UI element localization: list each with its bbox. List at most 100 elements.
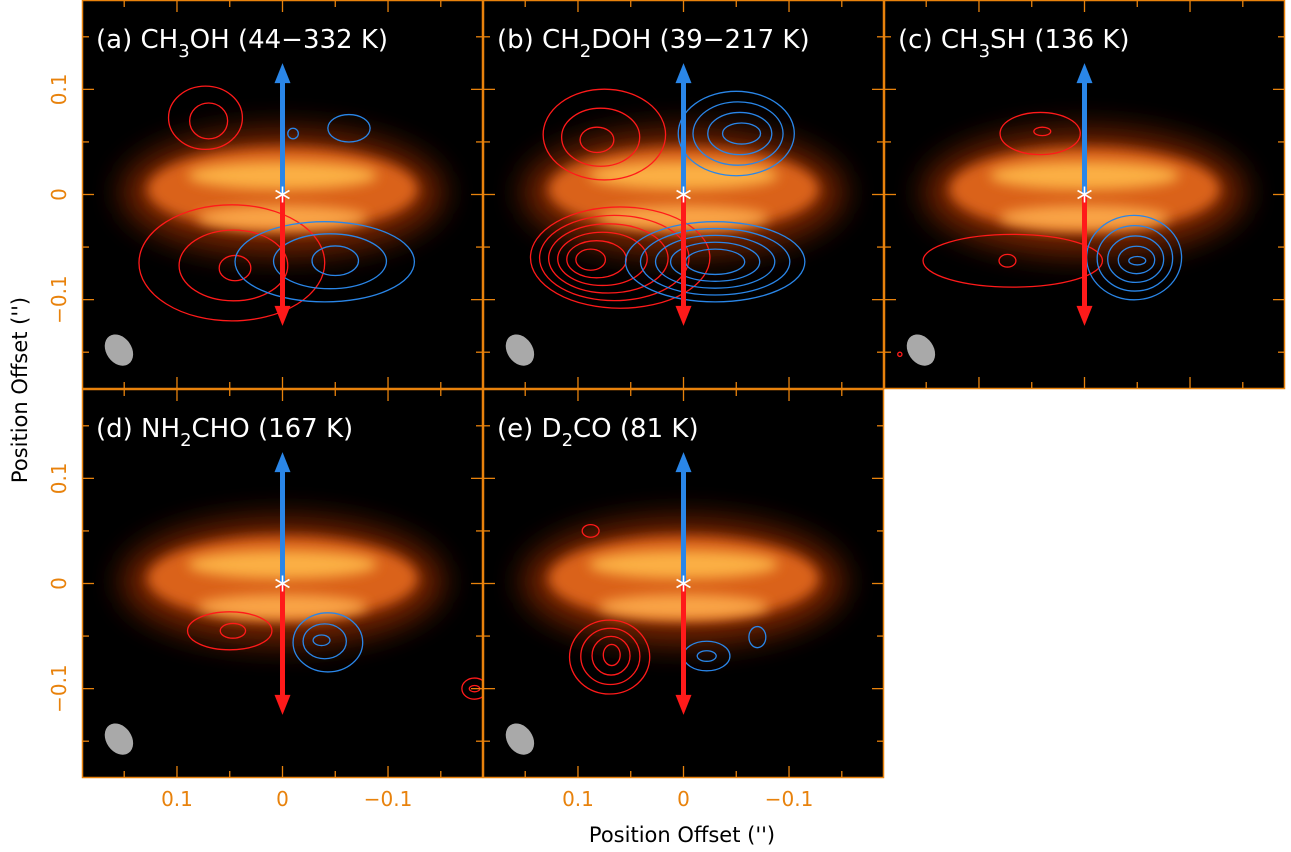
y-tick-label: 0.1 <box>47 73 71 105</box>
blue-contour-2-level-1 <box>696 650 717 662</box>
redshifted-arrow-head <box>675 694 692 715</box>
panel-image-a <box>82 0 483 389</box>
blueshifted-arrow-head <box>1076 63 1093 84</box>
red-contour-0-level-1 <box>188 102 229 140</box>
panel-e: (e) D2CO (81 K) 0.1 0 −0.1 <box>482 388 885 811</box>
red-contour-1-level-0 <box>568 619 651 695</box>
red-contour-1-level-2 <box>218 254 252 282</box>
red-contour-0-level-2 <box>579 126 615 154</box>
outflow-arrows <box>675 63 692 326</box>
blueshifted-arrow-head <box>675 63 692 84</box>
panel-title-e: (e) D2CO (81 K) <box>497 414 699 451</box>
panels: (a) CH3OH (44−332 K) 0.1 0 −0.1 (b) CH2DOH (… <box>47 0 1286 811</box>
x-tick-label: 0.1 <box>562 787 594 811</box>
red-contour-1-level-1 <box>538 214 690 302</box>
x-axis-label: Position Offset ('') <box>589 823 775 847</box>
blue-contour-2-level-0 <box>677 90 795 177</box>
outflow-arrows <box>1076 63 1093 326</box>
blue-contour-2-level-1 <box>1096 225 1174 292</box>
red-contour-1-level-0 <box>922 233 1104 288</box>
y-axis-label: Position Offset ('') <box>8 297 32 483</box>
x-tick-label: −0.1 <box>765 787 814 811</box>
blue-contour-3-level-3 <box>669 241 761 282</box>
contours-a <box>138 85 416 322</box>
beam-ellipse <box>505 723 535 755</box>
ticks <box>82 389 483 778</box>
blue-contour-3-level-1 <box>639 227 791 296</box>
blue-contour-3-level-2 <box>654 234 776 289</box>
panel-b: (b) CH2DOH (39−217 K) <box>482 0 885 390</box>
beam-ellipse <box>104 723 134 755</box>
panel-c: (c) CH3SH (136 K) <box>883 0 1286 390</box>
red-contour-0-level-1 <box>560 107 641 167</box>
x-tick-label: 0 <box>677 787 690 811</box>
outflow-arrows <box>274 63 291 326</box>
x-tick-label: 0.1 <box>161 787 193 811</box>
y-tick-label: −0.1 <box>47 275 71 324</box>
blue-contour-4-level-1 <box>272 233 388 290</box>
x-tick-label: −0.1 <box>364 787 413 811</box>
red-contour-0-level-0 <box>581 523 600 538</box>
panel-image-c <box>884 0 1285 389</box>
red-contour-1-level-0 <box>529 206 711 309</box>
blue-contour-4-level-2 <box>311 245 360 277</box>
red-contour-0-level-1 <box>1033 126 1052 137</box>
beam-ellipse <box>906 334 936 366</box>
blue-contour-2-level-4 <box>1128 255 1147 266</box>
blue-contour-3-level-0 <box>287 127 299 140</box>
source-marker <box>275 575 290 592</box>
blue-contour-4-level-0 <box>234 221 416 303</box>
source-marker <box>275 186 290 203</box>
red-contour-1-level-0 <box>138 204 326 322</box>
panel-a: (a) CH3OH (44−332 K) 0.1 0 −0.1 <box>47 0 484 390</box>
contours-d <box>186 611 483 700</box>
panel-d: (d) NH2CHO (167 K) 0.1 0 −0.1 0.1 0 −0.1 <box>47 388 484 811</box>
y-tick-label: 0 <box>47 577 71 590</box>
contours-b <box>529 88 806 309</box>
source-marker <box>676 575 691 592</box>
blue-contour-3-level-0 <box>624 221 806 303</box>
blue-contour-2-level-1 <box>692 101 784 166</box>
outflow-arrows <box>274 452 291 715</box>
panel-image-e <box>483 389 884 778</box>
red-contour-1-level-1 <box>178 229 289 302</box>
panel-title-c: (c) CH3SH (136 K) <box>898 25 1130 62</box>
red-contour-1-level-3 <box>557 231 648 287</box>
panel-title-b: (b) CH2DOH (39−217 K) <box>497 25 810 62</box>
blue-contour-2-level-3 <box>721 122 762 145</box>
blue-contour-2-level-0 <box>327 113 371 143</box>
panel-image-b <box>483 0 884 389</box>
x-tick-label: 0 <box>276 787 289 811</box>
y-tick-label: 0.1 <box>47 462 71 494</box>
red-contour-1-level-2 <box>591 635 631 676</box>
outflow-arrows <box>675 452 692 715</box>
y-tick-label: −0.1 <box>47 664 71 713</box>
blueshifted-arrow-head <box>675 452 692 473</box>
red-contour-1-level-3 <box>602 643 621 667</box>
ticks <box>483 389 884 778</box>
beam-ellipse <box>505 334 535 366</box>
red-contour-1-level-1 <box>998 253 1017 268</box>
redshifted-arrow-head <box>1076 305 1093 326</box>
red-contour-0-level-0 <box>186 611 273 651</box>
beam-ellipse <box>104 334 134 366</box>
red-contour-1-level-5 <box>575 248 607 271</box>
red-contour-2-level-0 <box>461 677 483 700</box>
blue-contour-1-level-0 <box>292 612 364 673</box>
panel-image-d <box>82 389 483 778</box>
redshifted-arrow-head <box>675 305 692 326</box>
blue-contour-2-level-2 <box>1107 235 1165 284</box>
red-contour-0-level-0 <box>999 111 1081 156</box>
redshifted-arrow-head <box>274 694 291 715</box>
red-contour-0-level-1 <box>219 622 247 639</box>
ticks <box>82 0 483 389</box>
red-contour-3-level-0 <box>897 351 903 358</box>
red-contour-0-level-0 <box>167 85 244 151</box>
red-contour-1-level-4 <box>566 240 627 279</box>
y-tick-label: 0 <box>47 188 71 201</box>
blueshifted-arrow-head <box>274 452 291 473</box>
red-contour-1-level-2 <box>547 223 669 294</box>
blue-contour-3-level-0 <box>748 625 767 649</box>
blue-contour-1-level-2 <box>312 634 331 647</box>
